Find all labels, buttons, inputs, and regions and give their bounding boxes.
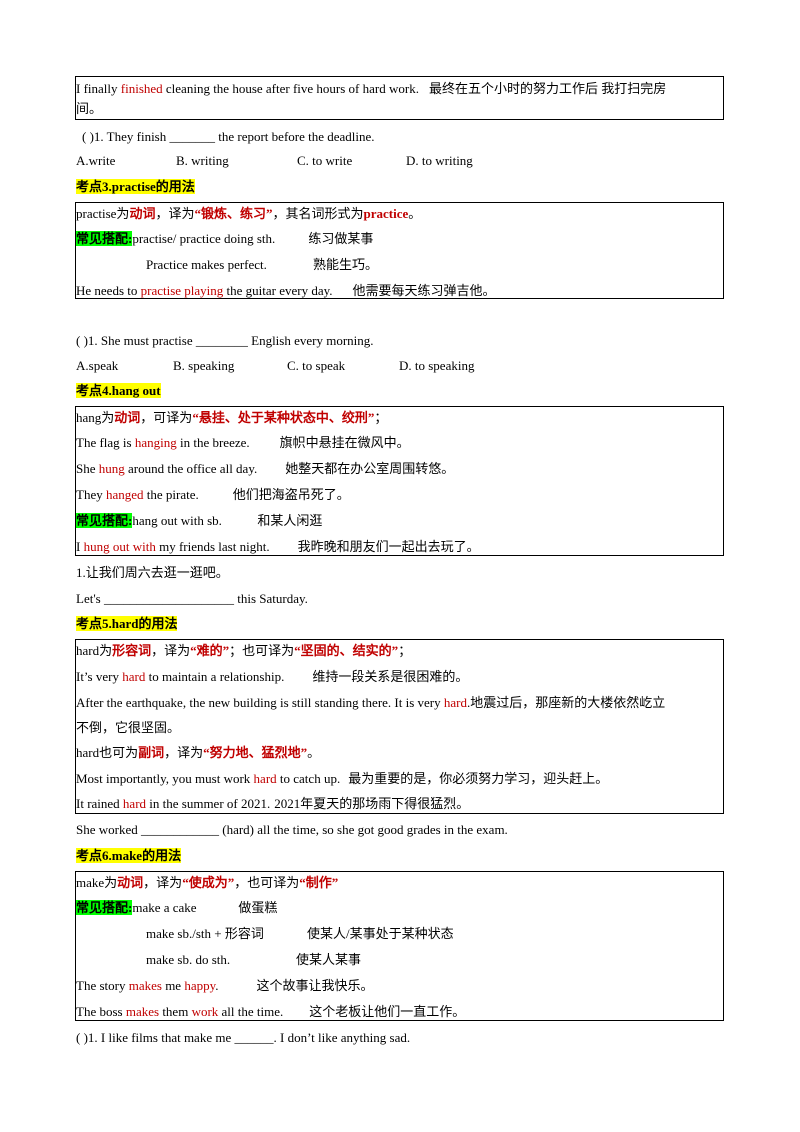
hang-example-3: They hanged the pirate. 他们把海盗吊死了。: [76, 487, 350, 502]
practise-collocation: 常见搭配: practise/ practice doing sth. 练习做某事: [76, 231, 374, 246]
practise-box: [75, 202, 724, 299]
hang-out-box: [75, 406, 724, 556]
question-finish-options: A.write B. writing C. to write D. to writin…: [76, 153, 473, 168]
question-finish: ( )1. They finish _______ the report bef…: [82, 129, 375, 144]
finish-example-line: I finally finished cleaning the house af…: [76, 81, 667, 96]
hang-collocation: 常见搭配: hang out with sb. 和某人闲逛: [76, 513, 323, 528]
make-pattern-1: make sb./sth + 形容词 使某人/某事处于某种状态: [146, 926, 454, 941]
hard-example-3: Most importantly, you must work hard to …: [76, 771, 609, 786]
practise-proverb: Practice makes perfect. 熟能生巧。: [146, 257, 379, 272]
section-heading-practise: 考点3.practise的用法: [76, 179, 195, 194]
hard-example-2-cont: 不倒，它很坚固。: [76, 720, 181, 735]
make-example-2: The boss makes them work all the time. 这个…: [76, 1004, 466, 1019]
hard-definition-adj: hard为形容词，译为“难的”；也可译为“坚固的、结实的”；: [76, 643, 412, 658]
hang-exercise-question: 1.让我们周六去逛一逛吧。: [76, 565, 229, 580]
hang-example-4: I hung out with my friends last night. 我昨…: [76, 539, 480, 554]
hard-box: [75, 639, 724, 814]
hard-example-4: It rained hard in the summer of 2021. 202…: [76, 796, 470, 811]
hang-exercise-answer: Let's ____________________ this Saturday…: [76, 591, 308, 606]
question-practise: ( )1. She must practise ________ English…: [76, 333, 374, 348]
make-box: [75, 871, 724, 1021]
section-heading-make: 考点6.make的用法: [76, 848, 182, 863]
make-pattern-2: make sb. do sth. 使某人某事: [146, 952, 362, 967]
hard-example-2: After the earthquake, the new building i…: [76, 695, 666, 710]
hard-definition-adv: hard也可为副词，译为“努力地、猛烈地”。: [76, 745, 321, 760]
section-heading-hard: 考点5.hard的用法: [76, 616, 178, 631]
hard-exercise: She worked ____________ (hard) all the t…: [76, 822, 508, 837]
hang-example-2: She hung around the office all day. 她整天都在…: [76, 461, 455, 476]
hang-definition: hang为动词，可译为“悬挂、处于某种状态中、绞刑”；: [76, 410, 388, 425]
finish-example-line2: 间。: [76, 101, 103, 116]
make-collocation: 常见搭配: make a cake 做蛋糕: [76, 900, 278, 915]
question-practise-options: A.speak B. speaking C. to speak D. to speak…: [76, 358, 475, 373]
hard-example-1: It’s very hard to maintain a relationshi…: [76, 669, 469, 684]
make-definition: make为动词，译为“使成为”，也可译为“制作”: [76, 875, 339, 890]
hang-example-1: The flag is hanging in the breeze. 旗帜中悬挂在…: [76, 435, 410, 450]
question-make: ( )1. I like films that make me ______. …: [76, 1030, 411, 1045]
practise-example: He needs to practise playing the guitar …: [76, 283, 496, 298]
section-heading-hang-out: 考点4.hang out: [76, 383, 161, 398]
practise-definition: practise为动词，译为“锻炼、练习”，其名词形式为practice。: [76, 206, 422, 221]
make-example-1: The story makes me happy. 这个故事让我快乐。: [76, 978, 374, 993]
example-box-finish: [75, 76, 724, 120]
